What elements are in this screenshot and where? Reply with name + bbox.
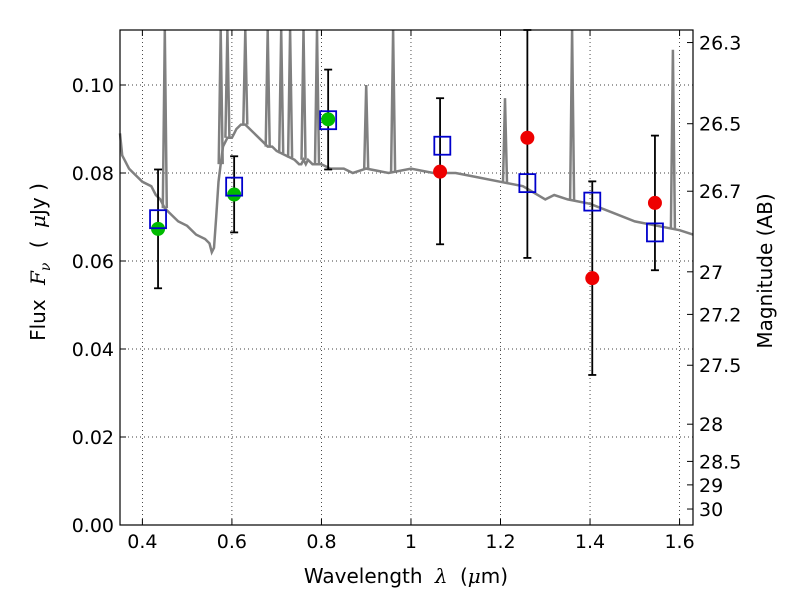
- model-emission-spike: [264, 29, 271, 147]
- magnitude-tick-label: 30: [699, 499, 723, 521]
- magnitude-tick-label: 28: [699, 414, 723, 436]
- model-emission-spike: [161, 29, 169, 209]
- y-tick-label: 0.02: [72, 427, 114, 449]
- model-photometry-square: [149, 209, 167, 230]
- model-emission-spike: [224, 29, 231, 138]
- x-axis-ticks: 0.4 0.6 0.8 1 1.2 1.4 1.6: [127, 30, 695, 553]
- observed-point: [227, 187, 242, 202]
- model-spectrum-line: [118, 123, 694, 256]
- y-tick-label: 0.08: [72, 163, 114, 185]
- magnitude-tick-label: 27.5: [699, 355, 741, 377]
- magnitude-tick-label: 27.2: [699, 304, 741, 326]
- model-emission-spike: [286, 29, 294, 158]
- observed-point: [433, 164, 448, 179]
- model-emission-spike: [362, 84, 370, 169]
- model-photometry-square: [433, 135, 452, 156]
- observed-point: [520, 130, 535, 145]
- x-tick-label: 1.2: [485, 531, 515, 553]
- observed-point: [321, 112, 336, 127]
- model-spectrum: [118, 29, 694, 256]
- magnitude-tick-label: 26.5: [699, 114, 741, 136]
- magnitude-tick-label: 29: [699, 475, 723, 497]
- x-tick-label: 1.6: [664, 531, 694, 553]
- x-tick-label: 0.4: [127, 531, 157, 553]
- model-emission-spike: [389, 29, 397, 173]
- model-emission-spike: [300, 29, 307, 160]
- y-axis-ticks: 0.00 0.02 0.04 0.06 0.08 0.10: [72, 75, 126, 537]
- observed-point: [647, 195, 662, 210]
- model-photometry-square: [583, 191, 602, 212]
- x-tick-label: 0.8: [306, 531, 336, 553]
- model-emission-spike: [669, 49, 677, 229]
- model-photometry-square: [518, 173, 537, 194]
- magnitude-tick-label: 27: [699, 262, 723, 284]
- magnitude-axis-label: Magnitude (AB): [753, 193, 777, 348]
- grid-lines: [120, 30, 693, 526]
- x-tick-label: 1.4: [575, 531, 605, 553]
- y-axis-label: Flux Fν ( μJy ): [26, 183, 55, 341]
- model-photometry-square: [319, 110, 338, 131]
- model-emission-spike: [501, 98, 509, 183]
- y-tick-label: 0.04: [72, 339, 114, 361]
- model-emission-spike: [313, 29, 321, 165]
- model-emission-spike: [217, 29, 224, 165]
- magnitude-tick-label: 26.7: [699, 181, 741, 203]
- model-photometry-square: [646, 222, 664, 243]
- y-tick-label: 0.00: [72, 515, 114, 537]
- model-emission-spike: [277, 29, 285, 154]
- magnitude-tick-label: 26.3: [699, 33, 741, 55]
- model-photometry-square: [225, 176, 244, 197]
- data-points: [149, 110, 664, 286]
- model-emission-spike: [242, 29, 249, 125]
- plot-frame: [119, 29, 694, 526]
- x-tick-label: 1: [405, 531, 417, 553]
- y-tick-label: 0.06: [72, 251, 114, 273]
- observed-point: [585, 271, 600, 286]
- x-axis-label: Wavelength λ (μm): [304, 564, 508, 588]
- y-tick-label: 0.10: [72, 75, 114, 97]
- model-emission-spike: [568, 29, 576, 201]
- magnitude-tick-label: 28.5: [699, 451, 741, 473]
- x-tick-label: 0.6: [217, 531, 247, 553]
